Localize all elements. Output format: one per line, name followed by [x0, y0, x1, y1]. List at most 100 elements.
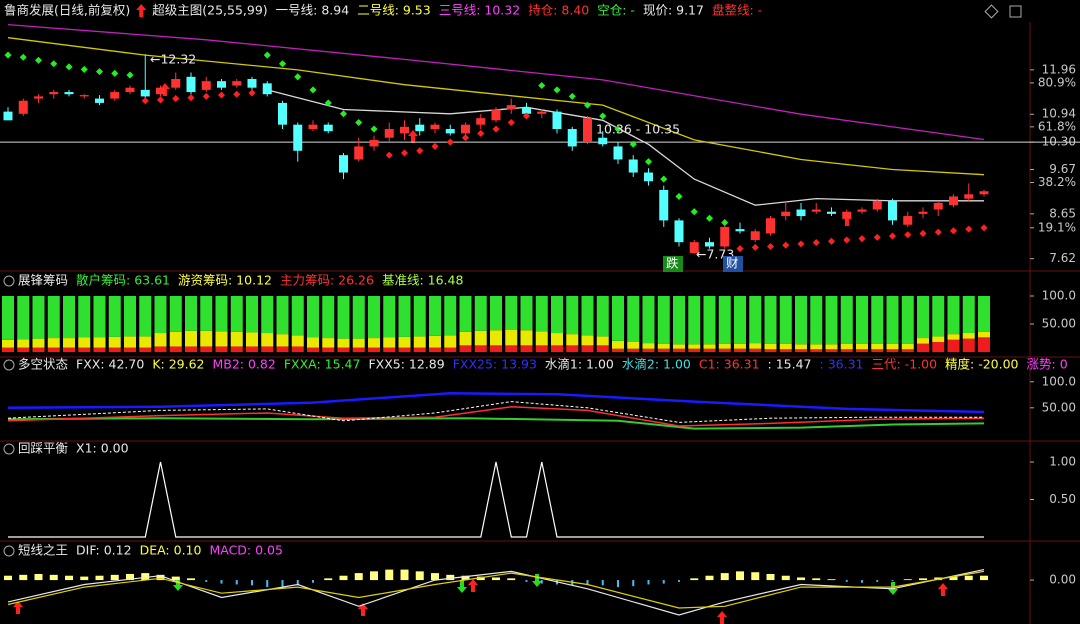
- bar-segment: [825, 296, 838, 345]
- bar-segment: [246, 332, 258, 347]
- candle-body: [522, 107, 531, 114]
- header-label: 展锋筹码: [18, 273, 68, 288]
- candle-body: [140, 89, 150, 97]
- bar-segment: [108, 347, 121, 353]
- line-series: [7, 417, 985, 430]
- header-label: 现价: 9.17: [643, 3, 704, 18]
- bar-segment: [261, 296, 274, 334]
- candle-body: [445, 129, 455, 134]
- bar-segment: [581, 296, 594, 336]
- bar-segment: [398, 336, 411, 348]
- candle-body: [796, 209, 806, 217]
- bar-segment: [917, 296, 929, 339]
- sar-dot: [446, 138, 454, 146]
- macd-bar: [861, 580, 863, 583]
- header-label: MB2: 0.82: [212, 357, 275, 372]
- bar-segment: [947, 339, 960, 353]
- header-label: 散户筹码: 63.61: [76, 273, 170, 288]
- candle-body: [766, 218, 775, 234]
- bar-segment: [932, 341, 945, 353]
- bar-segment: [566, 345, 579, 353]
- sar-dot: [294, 73, 302, 81]
- bar-segment: [810, 344, 823, 350]
- bar-segment: [368, 338, 380, 348]
- bar-segment: [413, 296, 426, 337]
- bar-segment: [444, 296, 457, 336]
- bar-segment: [261, 333, 274, 347]
- macd-bar: [540, 580, 543, 584]
- macd-bar: [296, 580, 299, 586]
- bar-segment: [154, 296, 167, 334]
- window-icon[interactable]: [984, 4, 999, 19]
- bar-segment: [215, 346, 228, 353]
- candle-body: [156, 87, 165, 95]
- bar-segment: [490, 345, 502, 353]
- header-label: 主力筹码: 26.26: [280, 273, 374, 288]
- annotation: 财: [726, 256, 739, 271]
- bar-segment: [139, 296, 152, 337]
- candle-body: [811, 209, 821, 212]
- fib-label: 61.8%: [1038, 119, 1076, 133]
- candle-body: [79, 95, 89, 97]
- bar-segment: [642, 296, 655, 344]
- sar-dot: [416, 147, 424, 155]
- sar-dot: [538, 81, 546, 90]
- annotation-badge: [663, 256, 683, 272]
- header-label: 精度: -20.00: [945, 357, 1019, 372]
- bar-segment: [978, 296, 990, 332]
- fib-label: 38.2%: [1038, 175, 1076, 189]
- macd-bar: [876, 580, 879, 582]
- sar-dot: [599, 112, 607, 120]
- sar-dot: [568, 92, 576, 100]
- header-label: 基准线: 16.48: [382, 273, 464, 288]
- bar-segment: [276, 346, 289, 353]
- y-tick-label: 10.94: [1042, 107, 1076, 121]
- macd-bar: [19, 574, 28, 581]
- bar-segment: [871, 296, 884, 344]
- sar-dot: [583, 101, 592, 109]
- bar-segment: [856, 349, 868, 353]
- bar-segment: [276, 296, 289, 335]
- sar-dot: [492, 125, 500, 133]
- bar-segment: [779, 349, 792, 353]
- header-label: 超级主图(25,55,99): [152, 3, 267, 18]
- candle-body: [720, 226, 730, 247]
- bar-segment: [947, 334, 960, 340]
- bar-segment: [856, 343, 868, 350]
- y-tick-label: 1.00: [1049, 455, 1076, 469]
- bar-segment: [383, 347, 396, 353]
- moving-average: [7, 37, 985, 176]
- bar-segment: [47, 296, 60, 339]
- macd-bar: [400, 569, 409, 581]
- bar-segment: [2, 296, 14, 340]
- bar-segment: [32, 296, 45, 339]
- bar-segment: [17, 347, 30, 353]
- bar-segment: [429, 335, 441, 348]
- bar-segment: [856, 296, 868, 344]
- bar-segment: [322, 347, 335, 353]
- sar-dot: [217, 91, 226, 99]
- bar-segment: [78, 347, 91, 353]
- sar-dot: [873, 233, 881, 241]
- header-label: 三代: -1.00: [872, 357, 938, 372]
- bar-segment: [978, 331, 990, 338]
- macd-bar: [736, 571, 744, 581]
- sar-dot: [202, 92, 210, 100]
- y-tick-label: 11.96: [1042, 62, 1076, 76]
- window-icon[interactable]: [1009, 5, 1022, 18]
- bar-segment: [17, 296, 30, 340]
- bar-segment: [917, 343, 929, 353]
- sar-dot: [675, 192, 683, 201]
- bar-segment: [749, 296, 762, 344]
- bar-segment: [566, 296, 579, 335]
- bar-segment: [535, 331, 548, 346]
- bar-segment: [840, 343, 853, 350]
- bar-segment: [978, 337, 990, 353]
- bar-segment: [322, 338, 335, 348]
- macd-bar: [220, 580, 223, 584]
- macd-bar: [281, 580, 284, 589]
- candle-body: [430, 124, 440, 130]
- bar-segment: [17, 339, 30, 348]
- sar-dot: [934, 228, 942, 236]
